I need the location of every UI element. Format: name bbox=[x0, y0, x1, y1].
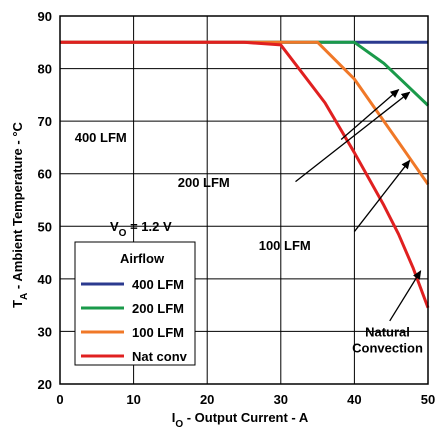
legend-entry-label: 400 LFM bbox=[132, 277, 184, 292]
tick-labels: 0 10 20 30 40 50 20 30 40 50 60 70 80 90 bbox=[38, 9, 436, 407]
legend-entries: 400 LFM 200 LFM 100 LFM Nat conv bbox=[81, 277, 188, 364]
y-tick-label: 80 bbox=[38, 62, 52, 77]
x-tick-label: 30 bbox=[274, 392, 288, 407]
annotation-label: Natural bbox=[365, 325, 410, 340]
x-tick-label: 10 bbox=[126, 392, 140, 407]
y-tick-label: 90 bbox=[38, 9, 52, 24]
annotation-label: 200 LFM bbox=[178, 175, 230, 190]
series-line-100-lfm bbox=[60, 40, 430, 186]
y-tick-label: 20 bbox=[38, 377, 52, 392]
y-tick-label: 70 bbox=[38, 114, 52, 129]
series-layer bbox=[60, 40, 430, 309]
x-tick-label: 0 bbox=[56, 392, 63, 407]
x-tick-label: 50 bbox=[421, 392, 435, 407]
series-line-nat-conv bbox=[60, 40, 430, 309]
y-tick-label: 40 bbox=[38, 272, 52, 287]
annotation-arrow bbox=[295, 91, 411, 183]
legend-entry-label: 100 LFM bbox=[132, 325, 184, 340]
x-axis-label: IO - Output Current - A bbox=[172, 410, 309, 430]
legend-entry-label: 200 LFM bbox=[132, 301, 184, 316]
y-axis-label: TA - Ambient Temperature - °C bbox=[10, 121, 30, 307]
vo-label: VO = 1.2 V bbox=[110, 219, 172, 239]
annotation-arrow bbox=[389, 270, 422, 322]
plot-frame bbox=[59, 15, 429, 385]
legend-title: Airflow bbox=[120, 251, 165, 266]
y-tick-label: 30 bbox=[38, 324, 52, 339]
annotation-label: 400 LFM bbox=[75, 130, 127, 145]
y-tick-label: 50 bbox=[38, 219, 52, 234]
annotation-label: Convection bbox=[352, 341, 423, 356]
x-tick-label: 40 bbox=[347, 392, 361, 407]
annotation-arrow bbox=[340, 88, 400, 141]
legend-entry-label: Nat conv bbox=[132, 349, 188, 364]
legend-box bbox=[74, 241, 196, 366]
annotation-arrow bbox=[353, 159, 411, 232]
y-tick-label: 60 bbox=[38, 167, 52, 182]
legend: Airflow 400 LFM 200 LFM 100 LFM Nat conv bbox=[74, 241, 196, 366]
x-tick-label: 20 bbox=[200, 392, 214, 407]
series-line-200-lfm bbox=[60, 40, 430, 107]
annotation-label: 100 LFM bbox=[259, 238, 311, 253]
